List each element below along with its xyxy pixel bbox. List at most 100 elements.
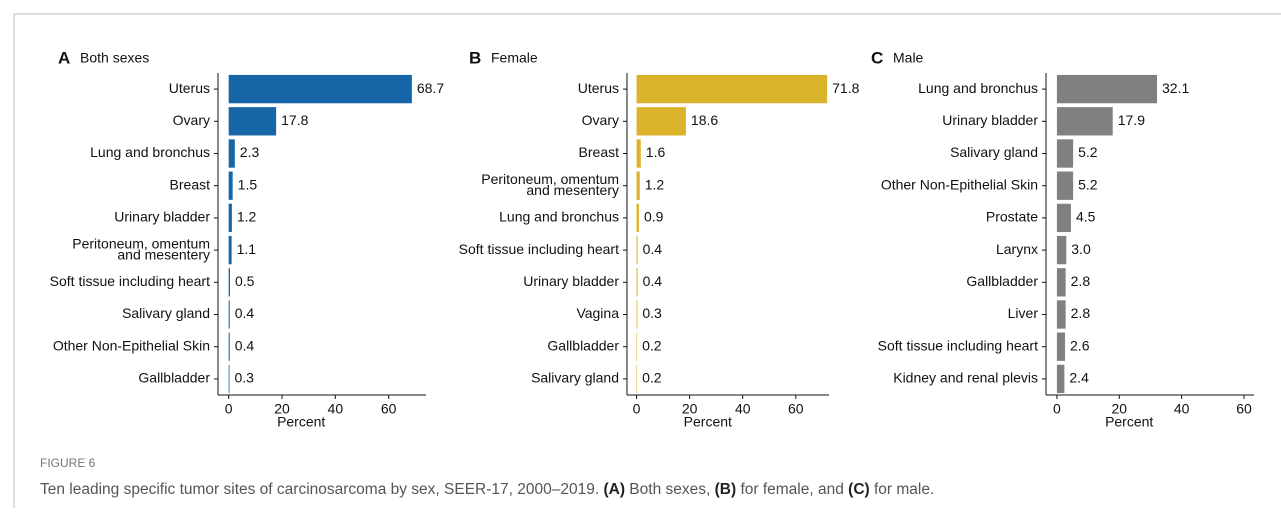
bar [636,332,638,361]
bar [228,235,232,265]
caption-part: (C) [848,481,870,498]
x-tick-label: 20 [1111,401,1127,417]
category-label: Lung and bronchus [499,209,619,225]
value-label: 1.5 [238,176,258,192]
x-tick-label: 60 [788,401,804,417]
category-label: Urinary bladder [114,209,210,225]
bar [636,139,641,168]
value-label: 2.3 [240,144,260,160]
value-label: 0.5 [235,273,255,289]
value-label: 18.6 [691,112,718,128]
value-label: 2.4 [1069,370,1089,386]
value-label: 0.4 [643,241,663,257]
panel-title: Both sexes [80,50,149,66]
caption-part: for male. [870,481,935,498]
value-label: 4.5 [1076,209,1096,225]
value-label: 1.1 [237,241,257,257]
bar [1056,171,1074,200]
bar [228,268,230,297]
bar [636,107,686,136]
category-label: Salivary gland [531,370,619,386]
x-tick-label: 20 [682,401,698,417]
bar [636,74,828,104]
bar [1056,139,1074,168]
category-label: Lung and bronchus [90,144,210,160]
category-label: Uterus [578,80,619,96]
value-label: 17.9 [1118,112,1145,128]
bar [1056,203,1071,233]
x-tick-label: 0 [633,401,641,417]
x-tick-label: 40 [1174,401,1190,417]
category-label: Breast [170,176,211,192]
bar [228,203,232,233]
value-label: 0.3 [642,305,662,321]
bar [228,332,230,361]
panel-letter: C [871,48,883,67]
value-label: 0.9 [644,209,664,225]
bar [228,300,230,329]
x-tick-label: 0 [225,401,233,417]
x-tick-label: 60 [1236,401,1252,417]
x-axis-label: Percent [277,414,325,430]
category-label: Liver [1008,305,1039,321]
value-label: 1.6 [646,144,666,160]
bar [636,235,638,265]
value-label: 1.2 [237,209,257,225]
value-label: 5.2 [1078,144,1098,160]
bar [1056,300,1066,329]
category-label: Kidney and renal plevis [893,370,1038,386]
value-label: 2.8 [1071,305,1091,321]
category-label: Gallbladder [547,337,619,353]
category-label: Peritoneum, omentum and mesentery [481,171,619,198]
caption: Ten leading specific tumor sites of carc… [40,481,934,498]
category-label: Breast [579,144,620,160]
category-label: Gallbladder [966,273,1038,289]
value-label: 2.6 [1070,337,1090,353]
value-label: 71.8 [832,80,859,96]
value-label: 1.2 [645,176,665,192]
category-label: Vagina [576,305,619,321]
value-label: 68.7 [417,80,444,96]
x-axis-label: Percent [684,414,732,430]
x-axis-label: Percent [1105,414,1153,430]
caption-part: for female, and [736,481,848,498]
caption-part: (A) [603,481,625,498]
category-label: Lung and bronchus [918,80,1038,96]
bar [228,107,277,136]
bar [228,171,233,200]
value-label: 17.8 [281,112,308,128]
category-label: Ovary [173,112,210,128]
caption-part: (B) [715,481,737,498]
category-label: Larynx [996,241,1038,257]
bar [228,139,235,168]
x-tick-label: 20 [274,401,290,417]
category-label: Uterus [169,80,210,96]
category-label: Other Non-Epithelial Skin [881,176,1038,192]
value-label: 0.3 [234,370,254,386]
bar [1056,332,1066,361]
category-label: Other Non-Epithelial Skin [53,337,210,353]
caption-part: Both sexes, [625,481,715,498]
panel-letter: A [58,48,70,67]
category-label: Ovary [582,112,619,128]
category-label: Salivary gland [950,144,1038,160]
value-label: 0.4 [235,337,255,353]
panel-letter: B [469,48,481,67]
category-label: Urinary bladder [523,273,619,289]
category-label: Prostate [986,209,1038,225]
category-label: Soft tissue including heart [459,241,619,257]
bar [636,300,638,329]
bar [636,203,639,233]
x-tick-label: 0 [1053,401,1061,417]
value-label: 32.1 [1162,80,1189,96]
category-label: Peritoneum, omentum and mesentery [72,235,210,262]
bar [1056,235,1067,265]
category-label: Gallbladder [138,370,210,386]
figure-label: FIGURE 6 [40,456,96,470]
bar [1056,74,1158,104]
panel-title: Male [893,50,924,66]
bar [1056,107,1113,136]
value-label: 0.2 [642,337,662,353]
value-label: 3.0 [1071,241,1091,257]
